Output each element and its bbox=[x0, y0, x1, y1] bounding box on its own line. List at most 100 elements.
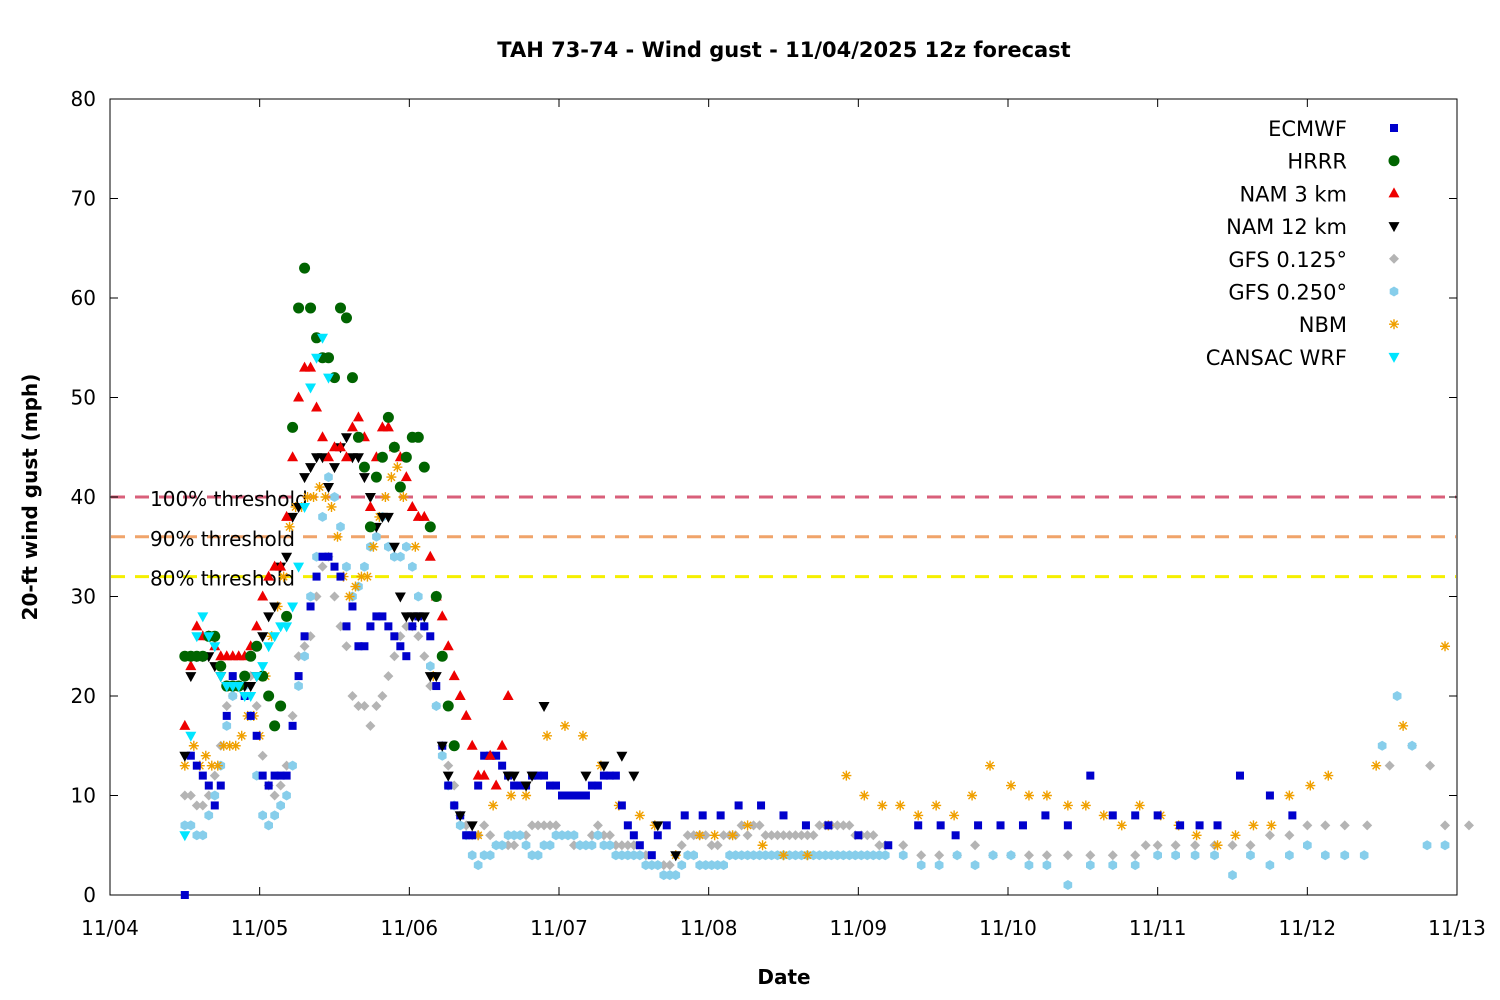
data-point bbox=[362, 571, 373, 582]
data-point bbox=[671, 870, 681, 881]
data-point bbox=[293, 391, 305, 402]
data-point bbox=[418, 612, 430, 623]
data-point bbox=[191, 620, 203, 631]
data-point bbox=[868, 830, 879, 841]
data-point bbox=[593, 781, 602, 790]
data-point bbox=[257, 662, 269, 673]
data-point bbox=[204, 810, 214, 821]
data-point bbox=[282, 790, 291, 801]
data-point bbox=[263, 570, 275, 581]
data-point bbox=[257, 632, 269, 643]
legend-marker bbox=[1389, 253, 1399, 264]
data-point bbox=[996, 821, 1005, 830]
data-point bbox=[473, 860, 483, 871]
data-point bbox=[709, 830, 720, 841]
data-point bbox=[479, 820, 490, 831]
data-point bbox=[1116, 820, 1127, 831]
data-point bbox=[1190, 850, 1200, 861]
data-point bbox=[808, 830, 819, 841]
data-point bbox=[854, 831, 863, 840]
data-point bbox=[1384, 760, 1395, 771]
data-point bbox=[629, 831, 638, 840]
data-point bbox=[1422, 840, 1432, 851]
data-point bbox=[444, 781, 453, 790]
data-point bbox=[1063, 821, 1072, 830]
data-point bbox=[604, 830, 615, 841]
data-point bbox=[1098, 810, 1109, 821]
data-point bbox=[485, 830, 496, 841]
data-point bbox=[598, 761, 610, 772]
data-point bbox=[623, 821, 632, 830]
data-point bbox=[1210, 850, 1219, 861]
data-point bbox=[400, 451, 412, 463]
data-point bbox=[340, 433, 352, 444]
data-point bbox=[413, 631, 424, 642]
data-point bbox=[1042, 860, 1052, 871]
data-point bbox=[179, 719, 191, 730]
data-point bbox=[1108, 860, 1118, 871]
data-point bbox=[575, 791, 584, 800]
data-point bbox=[305, 383, 317, 394]
data-point bbox=[200, 750, 211, 761]
data-point bbox=[664, 860, 675, 871]
data-point bbox=[282, 771, 291, 780]
data-point bbox=[718, 830, 729, 841]
y-tick-label: 60 bbox=[71, 286, 96, 310]
data-point bbox=[376, 451, 388, 463]
data-point bbox=[676, 840, 687, 851]
data-point bbox=[884, 841, 893, 850]
data-point bbox=[712, 840, 723, 851]
data-point bbox=[383, 671, 394, 682]
data-point bbox=[480, 751, 489, 760]
data-point bbox=[236, 730, 247, 741]
data-point bbox=[1153, 811, 1162, 820]
data-point bbox=[706, 840, 717, 851]
data-point bbox=[228, 691, 238, 701]
data-point bbox=[916, 860, 926, 871]
data-point bbox=[442, 700, 454, 712]
data-point bbox=[1440, 820, 1451, 831]
data-point bbox=[372, 612, 381, 621]
data-point bbox=[198, 771, 207, 780]
data-point bbox=[352, 431, 364, 443]
data-point bbox=[1359, 850, 1369, 861]
data-point bbox=[934, 850, 945, 861]
data-point bbox=[270, 771, 279, 780]
data-point bbox=[653, 831, 662, 840]
data-point bbox=[862, 830, 873, 841]
data-point bbox=[389, 651, 400, 662]
data-point bbox=[197, 612, 209, 623]
data-point bbox=[970, 840, 981, 851]
data-point bbox=[628, 771, 640, 782]
data-point bbox=[394, 592, 406, 603]
data-point bbox=[509, 840, 520, 851]
data-point bbox=[1080, 800, 1091, 811]
data-point bbox=[350, 581, 361, 592]
data-point bbox=[287, 421, 299, 433]
data-point bbox=[838, 820, 849, 831]
data-point bbox=[306, 591, 315, 602]
data-point bbox=[342, 622, 351, 631]
data-point bbox=[967, 790, 978, 801]
data-point bbox=[251, 620, 263, 631]
data-point bbox=[299, 473, 311, 484]
x-tick-label: 11/10 bbox=[979, 916, 1037, 940]
data-point bbox=[299, 641, 310, 652]
data-point bbox=[814, 820, 825, 831]
x-tick-label: 11/09 bbox=[830, 916, 888, 940]
data-point bbox=[365, 720, 376, 731]
data-point bbox=[275, 700, 287, 712]
x-tick-label: 11/12 bbox=[1279, 916, 1337, 940]
legend-label: NAM 3 km bbox=[1239, 182, 1347, 206]
data-point bbox=[185, 672, 197, 683]
series-gfs-0-250- bbox=[180, 472, 1450, 890]
data-point bbox=[209, 642, 221, 653]
data-point bbox=[443, 760, 454, 771]
data-point bbox=[216, 781, 225, 790]
x-tick-label: 11/11 bbox=[1129, 916, 1187, 940]
data-point bbox=[1227, 840, 1238, 851]
data-point bbox=[347, 691, 358, 701]
data-point bbox=[276, 800, 285, 811]
data-point bbox=[188, 740, 199, 751]
data-point bbox=[502, 690, 514, 700]
